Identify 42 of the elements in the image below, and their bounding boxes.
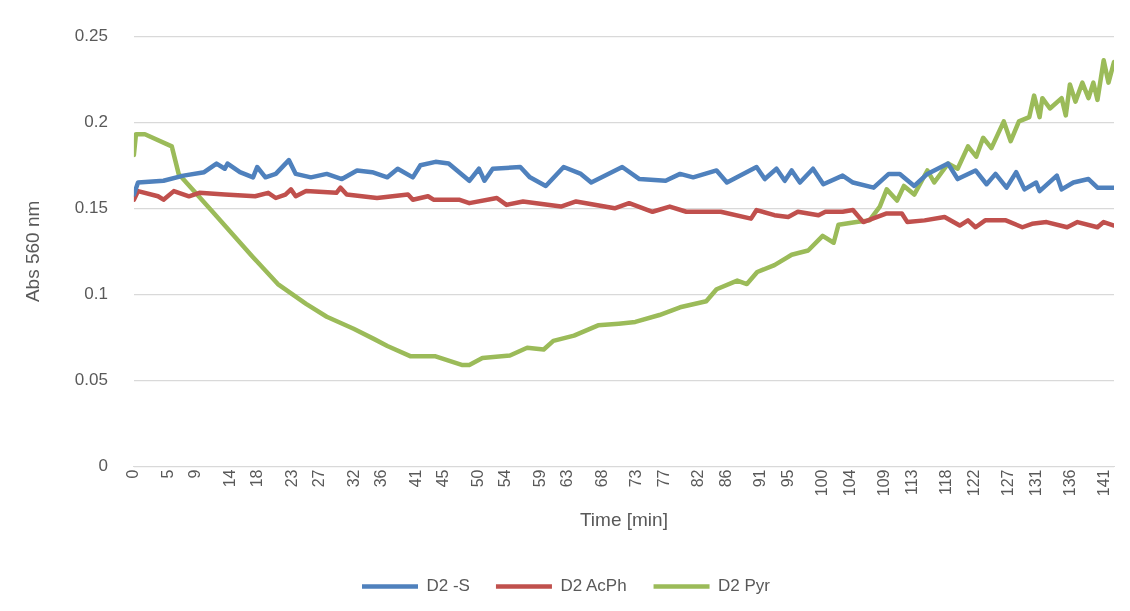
legend-label: D2 Pyr	[718, 576, 771, 596]
legend-label: D2 AcPh	[560, 576, 627, 596]
x-tick-label: 23	[282, 469, 300, 488]
y-tick-label: 0.05	[74, 370, 108, 390]
x-tick-label: 91	[751, 469, 769, 488]
x-tick-label: 113	[902, 469, 920, 496]
x-tick-label: 36	[372, 469, 390, 488]
x-tick-label: 68	[592, 469, 610, 488]
x-tick-label: 100	[813, 469, 831, 497]
x-tick-label: 95	[778, 469, 796, 488]
x-axis-title: Time [min]	[579, 508, 668, 530]
x-tick-label: 45	[434, 469, 452, 488]
x-tick-label: 131	[1026, 469, 1044, 497]
x-tick-label: 50	[468, 469, 486, 488]
y-tick-label: 0.15	[74, 198, 108, 218]
x-tick-label: 104	[840, 469, 858, 497]
x-tick-label: 32	[344, 469, 362, 488]
x-tick-label: 109	[875, 469, 893, 497]
x-tick-label: 59	[530, 469, 548, 488]
x-tick-label: 73	[627, 469, 645, 488]
y-axis-title: Abs 560 nm	[21, 200, 43, 303]
x-tick-label: 118	[937, 469, 955, 496]
x-tick-label: 0	[124, 469, 142, 479]
x-tick-label: 41	[406, 469, 424, 488]
x-tick-label: 122	[964, 469, 982, 497]
x-tick-label: 86	[716, 469, 734, 488]
x-tick-label: 9	[186, 469, 204, 479]
x-tick-label: 127	[999, 469, 1017, 497]
x-tick-label: 18	[248, 469, 266, 488]
y-tick-label: 0.2	[84, 111, 108, 131]
y-tick-label: 0.1	[84, 284, 108, 304]
x-tick-label: 54	[496, 469, 514, 488]
x-tick-label: 136	[1061, 469, 1079, 497]
legend-label: D2 -S	[426, 576, 470, 596]
x-tick-label: 14	[220, 469, 238, 488]
x-tick-label: 141	[1095, 469, 1113, 497]
x-tick-label: 77	[654, 469, 672, 488]
x-tick-label: 82	[689, 469, 707, 488]
x-tick-label: 27	[310, 469, 328, 488]
x-tick-label: 5	[158, 469, 176, 479]
x-tick-label: 63	[558, 469, 576, 488]
y-tick-label: 0.25	[74, 25, 108, 45]
